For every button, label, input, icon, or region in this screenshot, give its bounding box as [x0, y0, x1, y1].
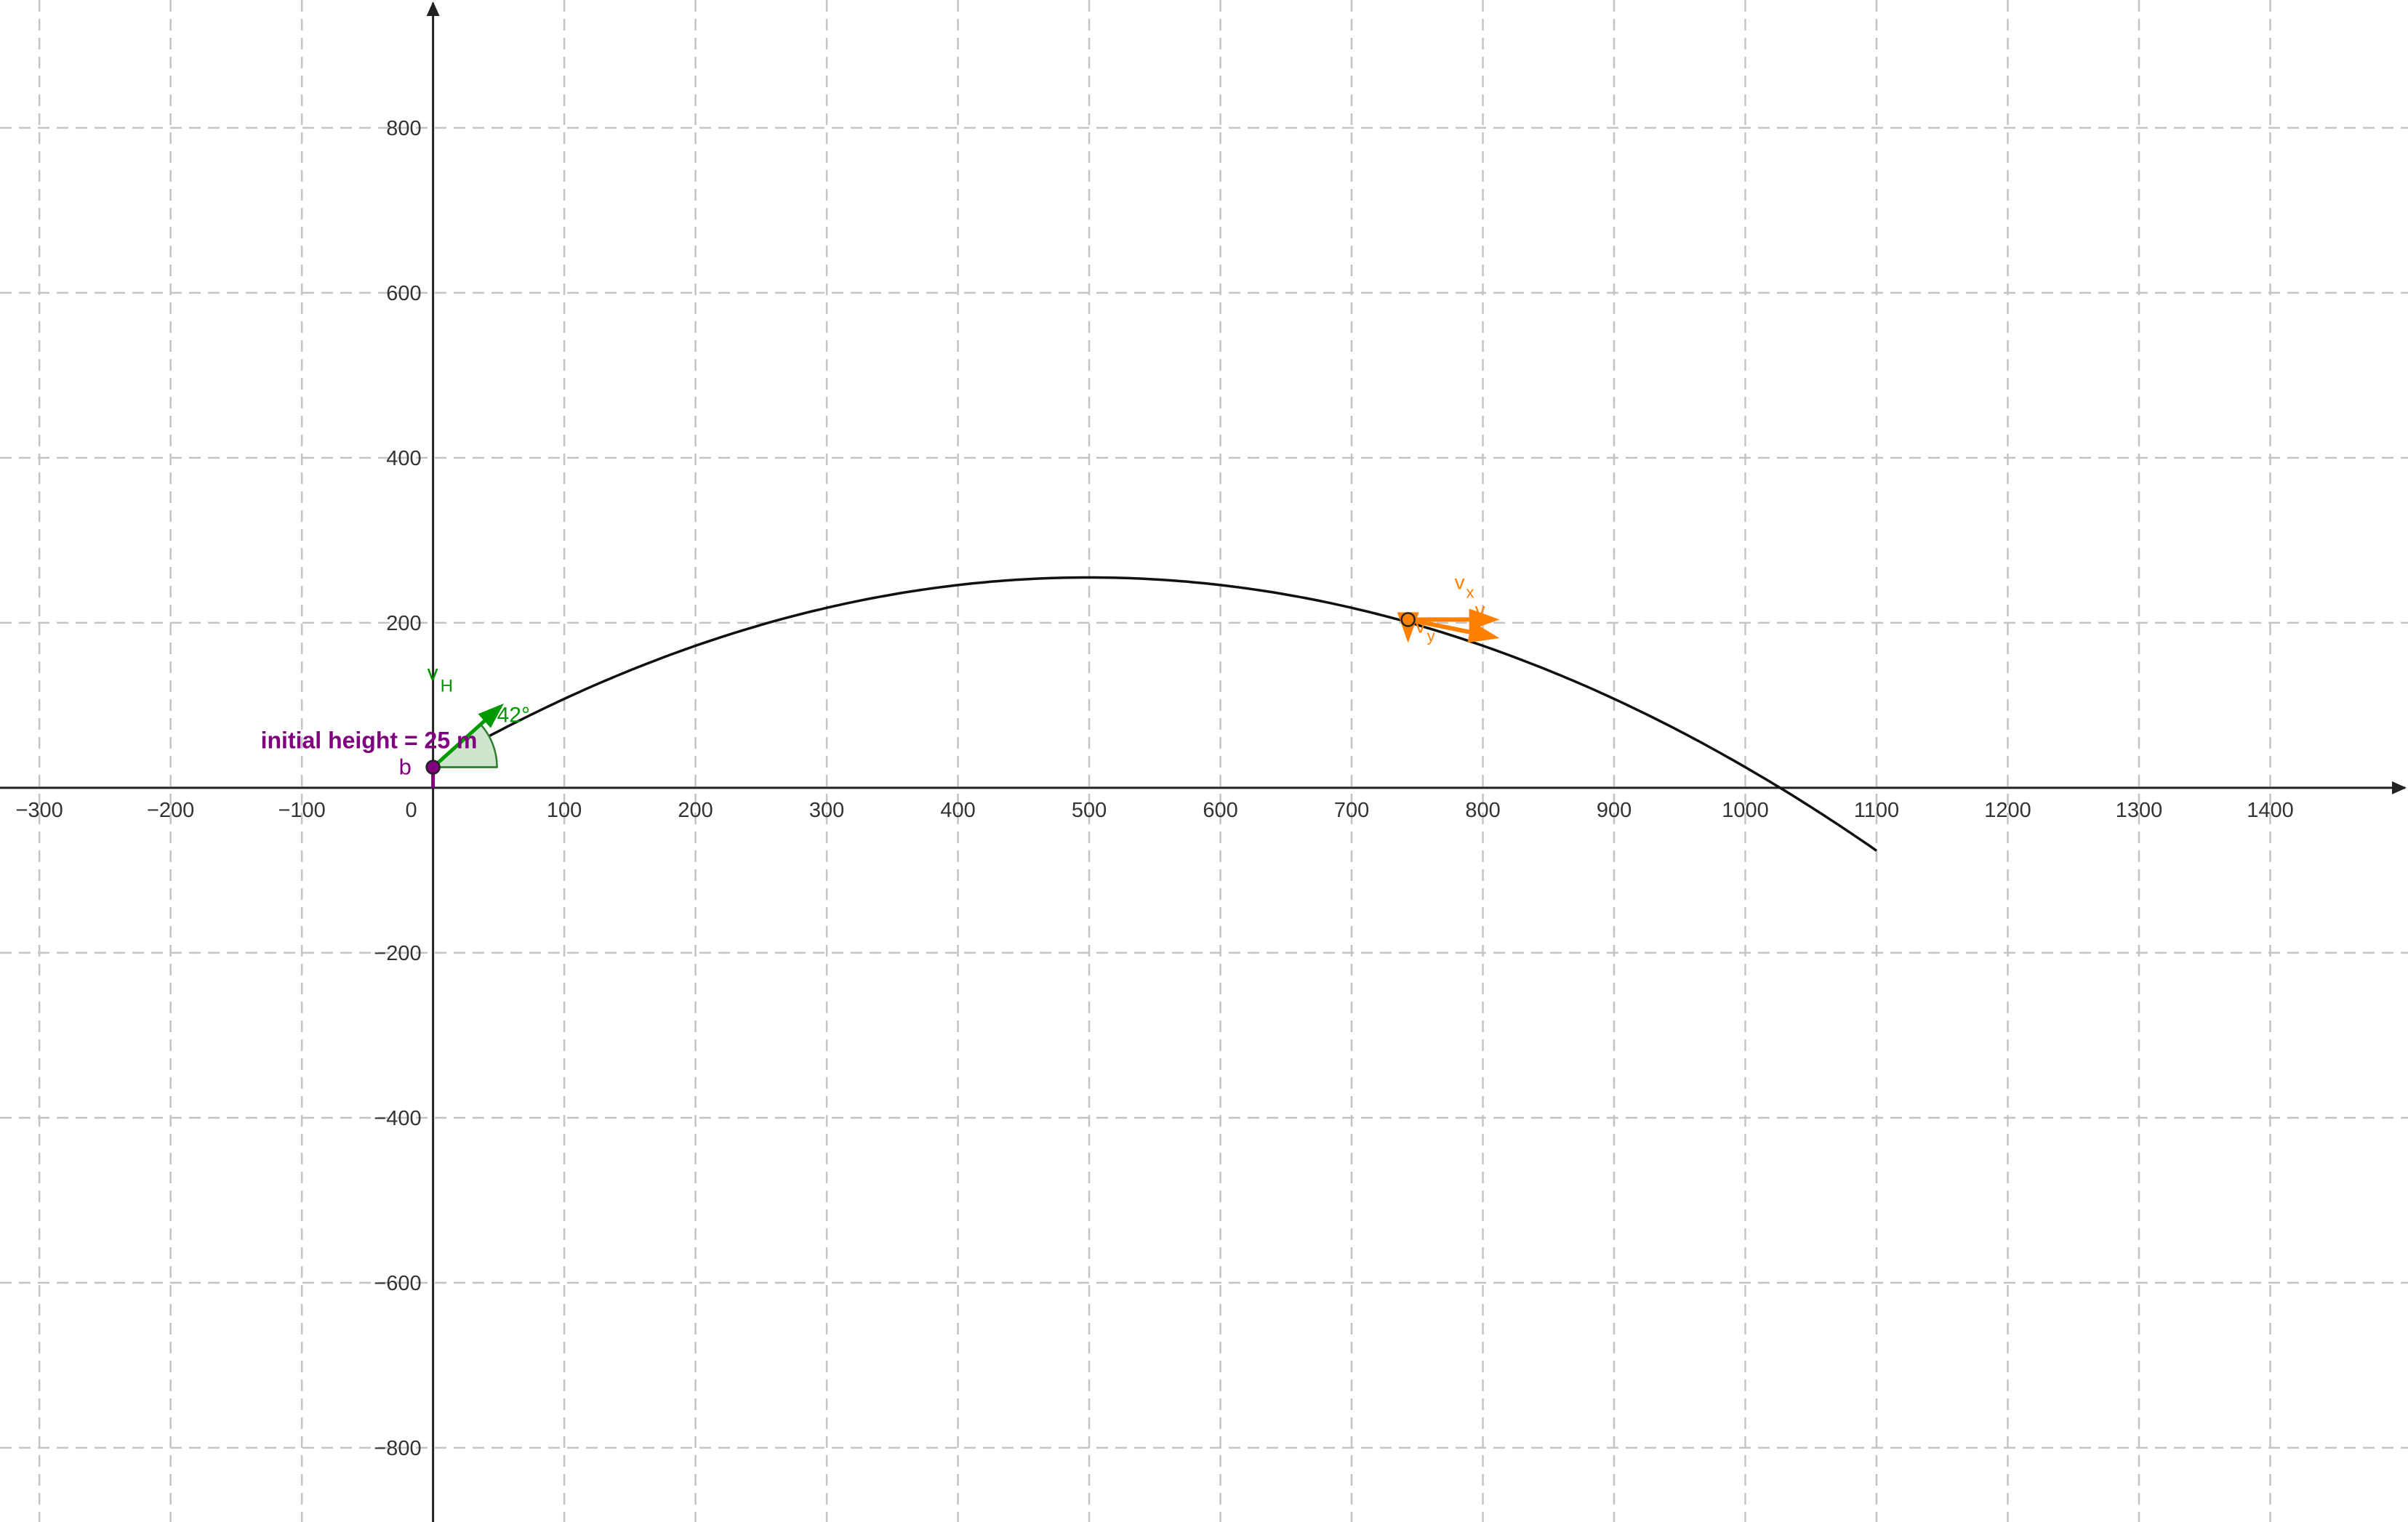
- y-tick-label: 400: [386, 447, 421, 470]
- velocity-slider-label[interactable]: vH: [428, 661, 453, 696]
- x-tick-label: 800: [1465, 799, 1500, 822]
- projectile-point[interactable]: [1400, 612, 1416, 627]
- x-tick-label: 1200: [1984, 799, 2031, 822]
- y-tick-label: −800: [374, 1437, 421, 1460]
- y-tick-label: −400: [374, 1107, 421, 1130]
- v-label: v: [1475, 598, 1485, 621]
- x-tick-label: −200: [147, 799, 194, 822]
- x-tick-label: 1000: [1722, 799, 1769, 822]
- x-tick-label: 700: [1334, 799, 1369, 822]
- vy-label: vy: [1416, 614, 1435, 645]
- y-tick-label: 600: [386, 282, 421, 305]
- x-tick-label: 400: [940, 799, 975, 822]
- x-tick-label: −300: [15, 799, 63, 822]
- x-tick-label: 600: [1203, 799, 1237, 822]
- velocity-arrowhead: [1467, 621, 1500, 643]
- y-tick-label: 200: [386, 612, 421, 635]
- x-tick-label: 100: [547, 799, 582, 822]
- x-tick-label: 1100: [1854, 799, 1899, 822]
- y-tick-label: −200: [374, 942, 421, 965]
- x-axis-arrowhead: [2392, 781, 2407, 794]
- vx-label: vx: [1455, 571, 1474, 601]
- projectile-vectors: vx vy v: [1397, 571, 1500, 645]
- launch-point-b[interactable]: [425, 760, 441, 775]
- x-tick-label: 500: [1072, 799, 1107, 822]
- x-tick-label: 900: [1597, 799, 1632, 822]
- y-tick-label: −600: [374, 1272, 421, 1295]
- y-tick-label: 800: [386, 117, 421, 140]
- launch-velocity-arrowhead: [478, 703, 504, 728]
- x-tick-label: 1400: [2247, 799, 2294, 822]
- axis-tick-labels: −300 −200 −100 0 100 200 300 400 500 600 700 800 900…: [15, 117, 2293, 1460]
- point-b-label: b: [399, 754, 412, 780]
- x-tick-label: 1300: [2116, 799, 2163, 822]
- velocity-subscript: H: [441, 677, 453, 696]
- y-axis-arrowhead: [426, 1, 440, 16]
- x-tick-label: 0: [406, 799, 417, 822]
- x-tick-label: −100: [278, 799, 325, 822]
- launch-angle-label: 42°: [497, 704, 530, 728]
- velocity-symbol: v: [428, 661, 438, 685]
- x-tick-label: 200: [678, 799, 713, 822]
- trajectory-curve[interactable]: [432, 576, 1878, 852]
- initial-height-label[interactable]: initial height = 25 m: [261, 728, 478, 754]
- x-tick-label: 300: [809, 799, 844, 822]
- launch-setup: 42° initial height = 25 m b vH: [261, 661, 530, 788]
